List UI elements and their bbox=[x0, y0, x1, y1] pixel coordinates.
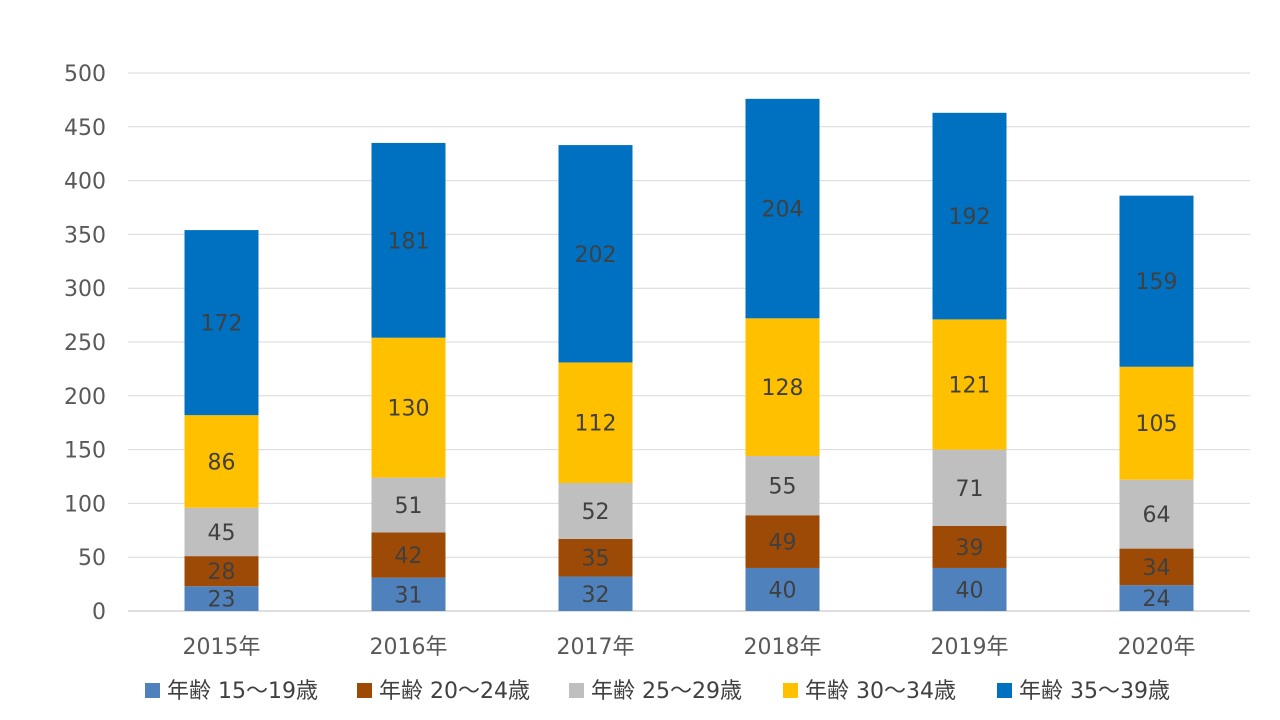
bar-segment bbox=[558, 362, 633, 483]
bar-segment bbox=[932, 525, 1007, 568]
y-axis-ticks: 0 50 100 150 200 250 300 350 400 450 500 bbox=[64, 62, 106, 625]
bar-segment bbox=[558, 482, 633, 539]
data-label: 34 bbox=[1143, 556, 1171, 581]
data-label: 71 bbox=[956, 477, 984, 502]
data-label: 128 bbox=[762, 376, 804, 401]
data-label: 86 bbox=[208, 450, 236, 475]
legend-swatch bbox=[357, 683, 372, 698]
bar-segment bbox=[1119, 479, 1194, 549]
x-tick-label: 2017年 bbox=[557, 635, 635, 660]
y-tick-label: 500 bbox=[64, 62, 106, 87]
bar-segment bbox=[745, 98, 820, 319]
x-tick-label: 2018年 bbox=[744, 635, 822, 660]
bar-segment bbox=[1119, 548, 1194, 586]
data-label: 31 bbox=[395, 583, 423, 608]
data-label: 202 bbox=[575, 243, 617, 268]
x-axis-ticks: 2015年 2016年 2017年 2018年 2019年 2020年 bbox=[183, 635, 1196, 660]
bar-segment bbox=[184, 415, 259, 508]
bar-segment bbox=[932, 319, 1007, 450]
bar-segment bbox=[932, 449, 1007, 526]
legend: 年齢 15～19歳 年齢 20～24歳 年齢 25～29歳 年齢 30～34歳 年齢 3… bbox=[145, 679, 1170, 704]
y-tick-label: 350 bbox=[64, 223, 106, 248]
data-label: 204 bbox=[762, 198, 804, 223]
bar-segment bbox=[184, 230, 259, 416]
bar-segment bbox=[745, 318, 820, 457]
data-label: 32 bbox=[582, 583, 610, 608]
data-label: 40 bbox=[769, 578, 797, 603]
legend-label: 年齢 20～24歳 bbox=[379, 679, 530, 704]
y-tick-label: 250 bbox=[64, 331, 106, 356]
bar-segment bbox=[1119, 195, 1194, 367]
y-tick-label: 50 bbox=[78, 546, 106, 571]
data-label: 40 bbox=[956, 578, 984, 603]
x-tick-label: 2019年 bbox=[931, 635, 1009, 660]
legend-swatch bbox=[145, 683, 160, 698]
bar-segment bbox=[932, 567, 1007, 611]
y-tick-label: 450 bbox=[64, 116, 106, 141]
bar-segment bbox=[371, 532, 446, 578]
y-tick-label: 300 bbox=[64, 277, 106, 302]
legend-label: 年齢 30～34歳 bbox=[805, 679, 956, 704]
data-label: 51 bbox=[395, 494, 423, 519]
data-label: 121 bbox=[949, 374, 991, 399]
data-label: 192 bbox=[949, 205, 991, 230]
y-tick-label: 0 bbox=[92, 600, 106, 625]
bar-segment bbox=[371, 337, 446, 478]
data-label: 23 bbox=[208, 588, 236, 613]
y-tick-label: 400 bbox=[64, 170, 106, 195]
bar-segment bbox=[745, 456, 820, 516]
bar-segment bbox=[1119, 366, 1194, 480]
data-label: 64 bbox=[1143, 503, 1171, 528]
legend-swatch bbox=[997, 683, 1012, 698]
x-tick-label: 2020年 bbox=[1118, 635, 1196, 660]
bar-segment bbox=[558, 538, 633, 577]
bar-segment bbox=[558, 145, 633, 363]
legend-label: 年齢 15～19歳 bbox=[167, 679, 318, 704]
bar-segment bbox=[371, 142, 446, 338]
data-label: 130 bbox=[388, 397, 430, 422]
data-label: 39 bbox=[956, 536, 984, 561]
data-label: 35 bbox=[582, 547, 610, 572]
bar-segment bbox=[932, 112, 1007, 320]
legend-label: 年齢 35～39歳 bbox=[1019, 679, 1170, 704]
data-label: 52 bbox=[582, 500, 610, 525]
data-label: 159 bbox=[1136, 270, 1178, 295]
data-label: 45 bbox=[208, 521, 236, 546]
gridlines bbox=[128, 72, 1250, 612]
bar-segment bbox=[558, 576, 633, 611]
bar-segment bbox=[184, 507, 259, 557]
data-label: 49 bbox=[769, 531, 797, 556]
bar-segment bbox=[184, 556, 259, 587]
bar-segment bbox=[184, 586, 259, 611]
bar-segment bbox=[371, 477, 446, 533]
data-label: 181 bbox=[388, 229, 430, 254]
data-label: 24 bbox=[1143, 587, 1171, 612]
bar-segment bbox=[1119, 585, 1194, 611]
data-label: 105 bbox=[1136, 412, 1178, 437]
legend-swatch bbox=[569, 683, 584, 698]
y-tick-label: 150 bbox=[64, 439, 106, 464]
data-label: 55 bbox=[769, 475, 797, 500]
bars bbox=[184, 98, 1194, 611]
x-tick-label: 2015年 bbox=[183, 635, 261, 660]
legend-label: 年齢 25～29歳 bbox=[591, 679, 742, 704]
bar-segment bbox=[371, 577, 446, 611]
data-label: 28 bbox=[208, 560, 236, 585]
bar-segment bbox=[745, 567, 820, 611]
y-tick-label: 200 bbox=[64, 385, 106, 410]
legend-swatch bbox=[783, 683, 798, 698]
bar-segment bbox=[745, 515, 820, 568]
y-tick-label: 100 bbox=[64, 492, 106, 517]
data-label: 172 bbox=[201, 312, 243, 337]
data-labels: 23 28 45 86 172 31 42 51 130 181 32 35 52 112 202 40 49 5… bbox=[201, 198, 1178, 613]
data-label: 112 bbox=[575, 412, 617, 437]
x-tick-label: 2016年 bbox=[370, 635, 448, 660]
data-label: 42 bbox=[395, 544, 423, 569]
